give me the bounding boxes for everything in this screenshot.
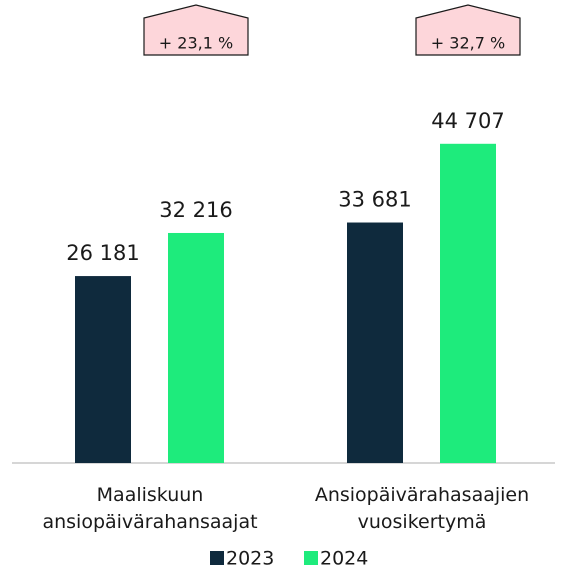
value-label: 32 216 xyxy=(159,198,232,222)
category-label: Ansiopäivärahasaajien vuosikertymä xyxy=(314,484,530,533)
bar xyxy=(75,276,131,463)
legend-label: 2023 xyxy=(226,548,274,570)
annotation: + 23,1 % xyxy=(159,34,233,53)
bar xyxy=(168,232,224,463)
value-label: 33 681 xyxy=(338,188,411,212)
category-label: Maaliskuun ansiopäivärahansaajat xyxy=(42,484,258,533)
value-label: 44 707 xyxy=(431,109,504,133)
annotation: + 32,7 % xyxy=(431,34,505,53)
bar xyxy=(347,222,403,463)
annotation-box xyxy=(143,4,249,56)
legend-label: 2024 xyxy=(320,548,368,570)
annotation-box xyxy=(415,4,521,56)
legend-swatch xyxy=(304,551,318,565)
bar xyxy=(440,143,496,463)
legend-swatch xyxy=(210,551,224,565)
value-label: 26 181 xyxy=(66,241,139,265)
